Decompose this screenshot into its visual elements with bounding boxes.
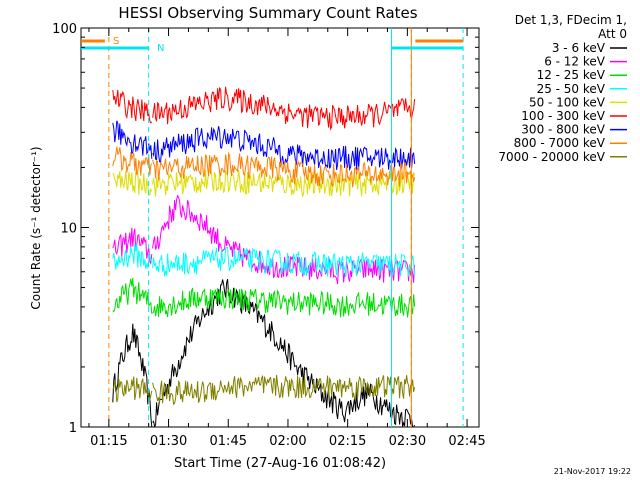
series-6 xyxy=(112,120,416,172)
x-tick-label-1: 01:30 xyxy=(150,434,187,449)
x-tick-label-0: 01:15 xyxy=(90,434,127,449)
series-line-4-seg-1 xyxy=(152,167,416,197)
legend-label-3: 25 - 50 keV xyxy=(537,82,606,96)
series-5 xyxy=(112,86,416,131)
series-line-6-seg-1 xyxy=(152,126,416,172)
y-tick-label-1: 10 xyxy=(60,222,77,237)
x-axis-label: Start Time (27-Aug-16 01:08:42) xyxy=(174,456,386,471)
x-tick-label-2: 01:45 xyxy=(210,434,247,449)
series-line-8-seg-1 xyxy=(152,374,416,406)
legend-label-4: 50 - 100 keV xyxy=(529,95,606,109)
x-tick-label-5: 02:30 xyxy=(389,434,426,449)
series-layer xyxy=(112,86,416,428)
y-axis-label: Count Rate (s⁻¹ detector⁻¹) xyxy=(29,146,43,309)
series-line-2-seg-1 xyxy=(152,287,416,318)
y-tick-label-0: 1 xyxy=(69,421,77,436)
series-line-3-seg-1 xyxy=(152,246,416,278)
markers-layer xyxy=(81,28,464,427)
series-line-7-seg-1 xyxy=(152,151,416,188)
series-line-6-seg-0 xyxy=(112,120,153,159)
legend-label-5: 100 - 300 keV xyxy=(521,109,605,123)
legend-label-6: 300 - 800 keV xyxy=(521,123,605,137)
series-2 xyxy=(112,277,416,318)
flag-s: S xyxy=(113,36,119,47)
series-line-0-seg-0 xyxy=(112,323,153,428)
y-tick-label-2: 100 xyxy=(52,22,77,37)
generation-timestamp: 21-Nov-2017 19:22 xyxy=(554,467,631,476)
chart-title: HESSI Observing Summary Count Rates xyxy=(118,4,417,22)
axes-layer: 01:15 01:30 01:45 02:00 02:15 02:30 02:45 1 10 10… xyxy=(52,22,486,449)
series-line-4-seg-0 xyxy=(112,170,153,196)
series-line-1-seg-1 xyxy=(152,194,416,285)
x-tick-label-3: 02:00 xyxy=(269,434,306,449)
series-line-2-seg-0 xyxy=(112,277,153,314)
series-line-0-seg-1 xyxy=(152,278,416,428)
legend-label-0: 3 - 6 keV xyxy=(552,41,606,55)
series-line-7-seg-0 xyxy=(112,146,153,176)
legend-label-2: 12 - 25 keV xyxy=(537,68,606,82)
series-line-1-seg-0 xyxy=(112,227,153,265)
x-tick-label-6: 02:45 xyxy=(448,434,485,449)
series-4 xyxy=(112,167,416,197)
series-line-5-seg-1 xyxy=(152,86,416,131)
plot-frame xyxy=(80,27,480,428)
legend-attenuator: Att 0 xyxy=(598,27,627,41)
legend-header: Det 1,3, FDecim 1, xyxy=(515,13,627,27)
legend-label-7: 800 - 7000 keV xyxy=(514,136,606,150)
series-line-3-seg-0 xyxy=(112,243,153,270)
series-3 xyxy=(112,243,416,278)
legend-label-1: 6 - 12 keV xyxy=(544,55,606,69)
legend-label-8: 7000 - 20000 keV xyxy=(498,150,605,164)
flag-n: N xyxy=(157,43,164,54)
flags-layer: SN xyxy=(113,36,164,54)
series-1 xyxy=(112,194,416,285)
series-line-5-seg-0 xyxy=(112,89,153,124)
series-7 xyxy=(112,146,416,188)
x-tick-label-4: 02:15 xyxy=(329,434,366,449)
series-8 xyxy=(112,374,416,406)
series-line-8-seg-0 xyxy=(112,376,153,403)
